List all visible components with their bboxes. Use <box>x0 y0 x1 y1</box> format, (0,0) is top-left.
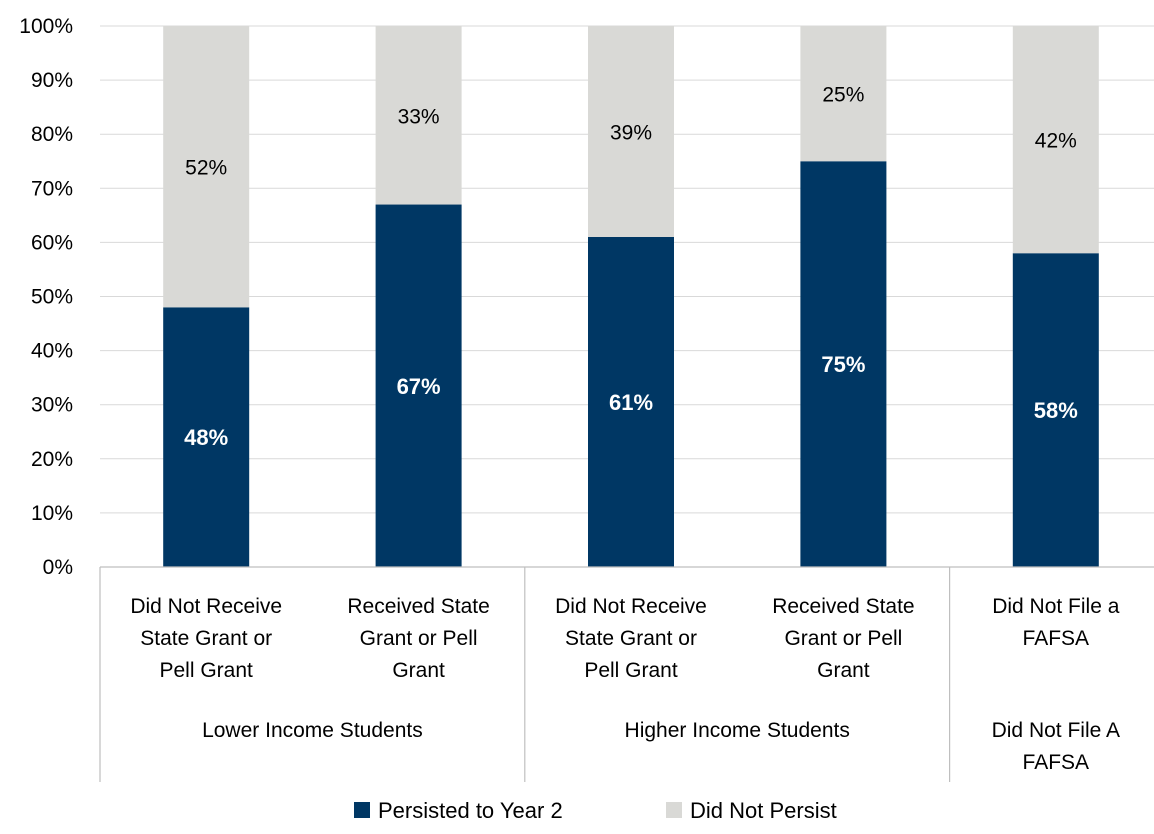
x-group-label: FAFSA <box>1023 751 1090 774</box>
x-group-label: Did Not File A <box>992 719 1120 742</box>
x-group-label: Lower Income Students <box>202 719 423 742</box>
bar-not-persist <box>163 26 250 308</box>
y-tick-label: 30% <box>31 394 73 417</box>
bar-not-persist <box>800 26 887 162</box>
bar-not-persist <box>375 26 462 205</box>
bar-persisted <box>375 204 462 567</box>
x-category-label: Pell Grant <box>584 659 678 682</box>
x-category-label: Grant or Pell <box>784 627 902 650</box>
bar-not-persist <box>588 26 674 237</box>
x-category-label: Did Not Receive <box>555 595 707 618</box>
x-category-label: State Grant or <box>565 627 697 650</box>
x-category-label: Received State <box>347 595 489 618</box>
y-tick-label: 60% <box>31 231 73 254</box>
x-category-label: Pell Grant <box>160 659 254 682</box>
data-label-persisted: 58% <box>1034 398 1078 423</box>
x-category-label: Grant or Pell <box>360 627 478 650</box>
y-tick-label: 70% <box>31 177 73 200</box>
data-label-not-persist: 39% <box>610 121 652 144</box>
y-tick-label: 100% <box>19 15 73 38</box>
data-label-not-persist: 25% <box>822 84 864 107</box>
bar-not-persist <box>1012 26 1099 254</box>
y-tick-label: 20% <box>31 448 73 471</box>
data-label-persisted: 61% <box>609 390 653 415</box>
data-label-persisted: 67% <box>397 374 441 399</box>
y-tick-label: 40% <box>31 340 73 363</box>
x-group-label: Higher Income Students <box>625 719 850 742</box>
x-category-label: FAFSA <box>1023 627 1090 650</box>
data-label-not-persist: 42% <box>1035 130 1077 153</box>
x-category-label: Received State <box>772 595 914 618</box>
y-tick-label: 80% <box>31 123 73 146</box>
data-label-persisted: 48% <box>184 425 228 450</box>
y-tick-label: 90% <box>31 69 73 92</box>
data-label-not-persist: 33% <box>398 105 440 128</box>
bar-persisted <box>588 236 674 568</box>
bar-persisted <box>800 161 887 567</box>
legend-label: Did Not Persist <box>690 798 837 823</box>
x-category-label: Grant <box>817 659 870 682</box>
x-category-label: Did Not Receive <box>130 595 282 618</box>
x-category-label: Grant <box>392 659 445 682</box>
legend-swatch <box>354 802 370 818</box>
y-tick-label: 50% <box>31 286 73 309</box>
data-label-persisted: 75% <box>821 352 865 377</box>
legend-swatch <box>666 802 682 818</box>
data-label-not-persist: 52% <box>185 157 227 180</box>
bar-persisted <box>163 307 250 567</box>
x-category-label: Did Not File a <box>992 595 1120 618</box>
x-category-label: State Grant or <box>140 627 272 650</box>
y-tick-label: 0% <box>43 556 73 579</box>
bar-persisted <box>1012 253 1099 567</box>
legend-label: Persisted to Year 2 <box>378 798 563 823</box>
y-tick-label: 10% <box>31 502 73 525</box>
